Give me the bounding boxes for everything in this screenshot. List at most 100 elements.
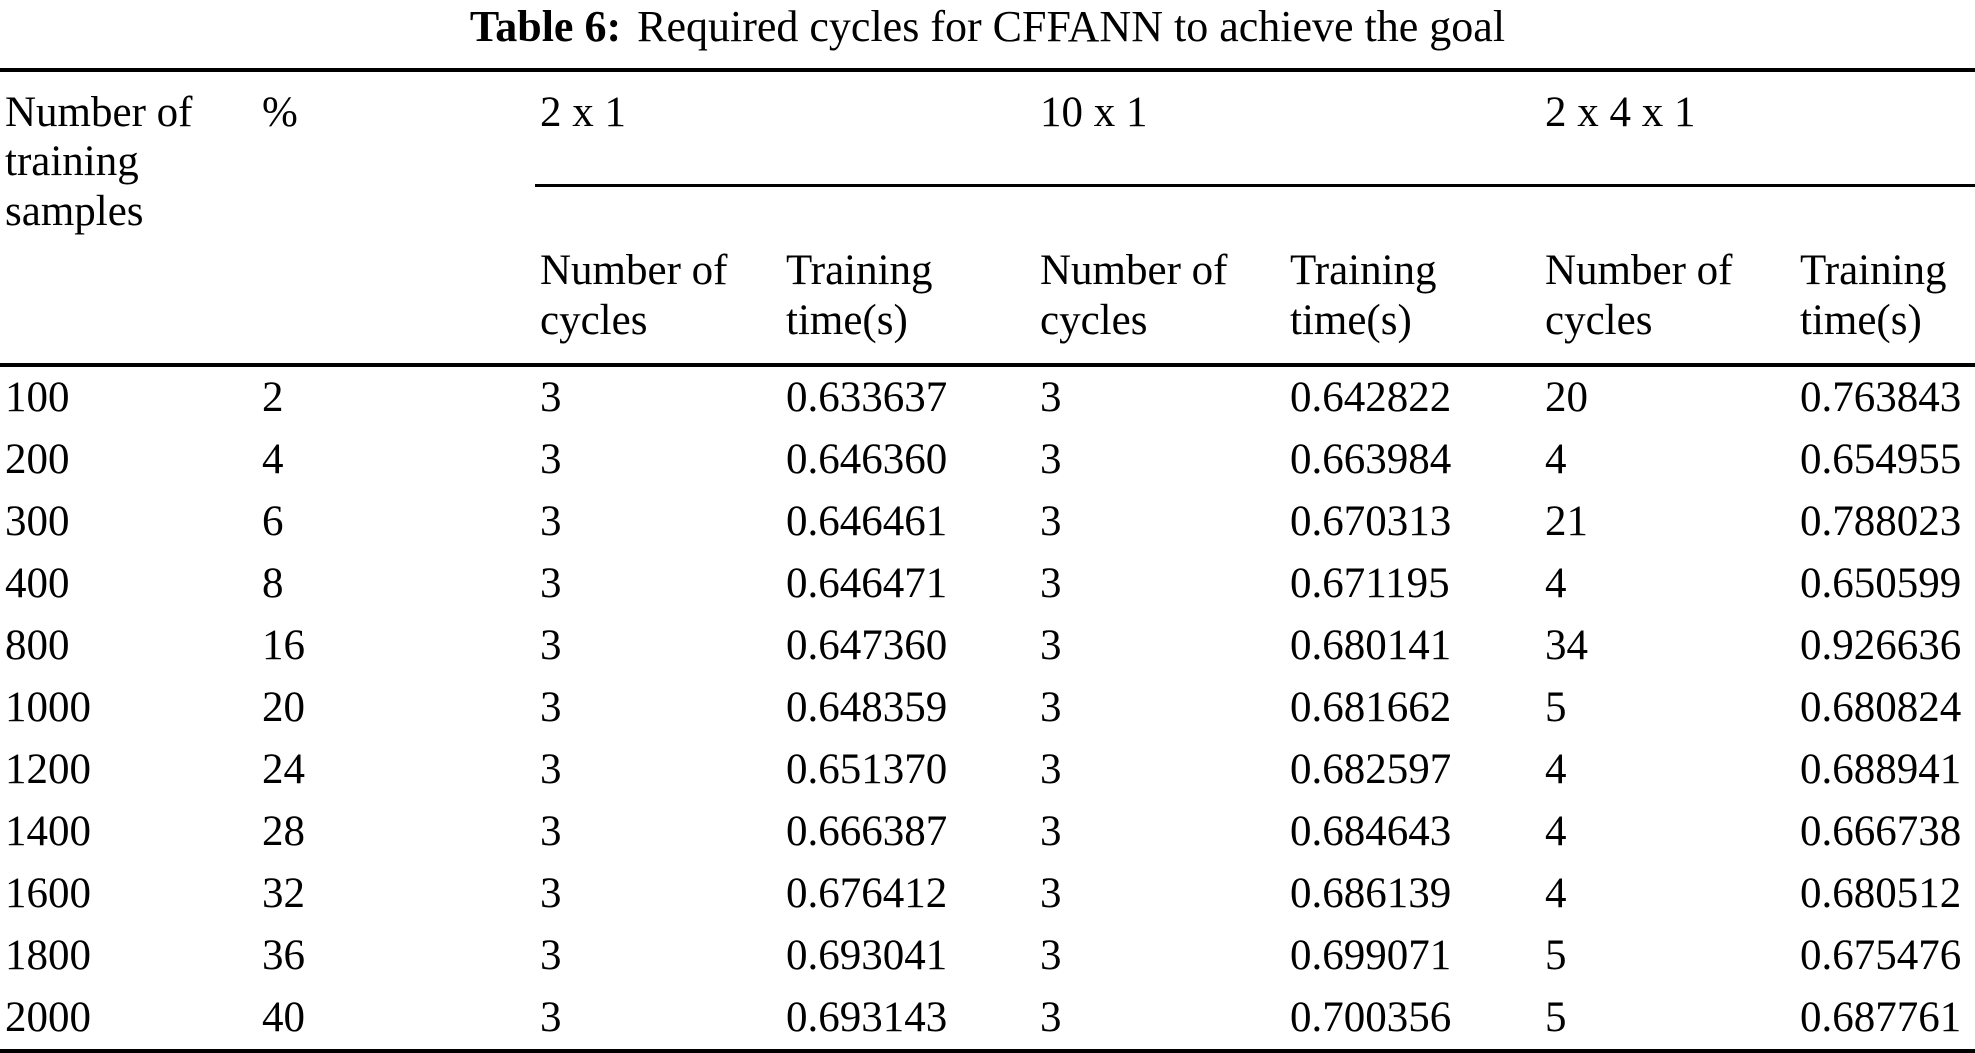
table-cell: 0.700356	[1285, 987, 1540, 1053]
table-cell: 0.654955	[1800, 436, 1962, 484]
table-cell: 0.642822	[1290, 374, 1452, 422]
table-header: Number of training samples % 2 x 1 10 x …	[0, 68, 1975, 367]
table-cell: 100	[5, 374, 70, 422]
table-row: 100 2 3 0.633637 3 0.642822 20 0.763843	[0, 365, 1975, 429]
table-cell: 3	[1040, 560, 1062, 608]
table-cell: 400	[5, 560, 70, 608]
table-cell: 0.646360	[786, 436, 948, 484]
subheader-time-10x1: Training time(s)	[1285, 185, 1540, 367]
table-cell: 200	[5, 436, 70, 484]
table-cell: 3	[1040, 746, 1062, 794]
subheader-cycles-2x1: Number of cycles	[535, 185, 781, 367]
table-cell: 0.648359	[786, 684, 948, 732]
table-cell: 0.646461	[786, 498, 948, 546]
subheader-cycles-2x4x1: Number of cycles	[1540, 185, 1795, 367]
table-cell: 1600	[5, 870, 91, 918]
table-cell: 0.693041	[786, 932, 948, 980]
group-header-10x1: 10 x 1	[1035, 68, 1540, 187]
table-cell: 1800	[5, 932, 91, 980]
table-cell: 4	[1545, 870, 1567, 918]
table-cell: 28	[262, 808, 305, 856]
table-cell: 0.666387	[786, 808, 948, 856]
table-cell: 34	[1545, 622, 1588, 670]
table-caption-label: Table 6:	[469, 2, 622, 51]
table-cell: 0.693143	[781, 987, 1035, 1053]
table-cell: 0.688941	[1800, 746, 1962, 794]
table-cell: 3	[540, 498, 562, 546]
table-cell: 0.680824	[1800, 684, 1962, 732]
table-cell: 3	[540, 808, 562, 856]
subheader-time-2x4x1: Training time(s)	[1795, 185, 1975, 367]
table-cell: 3	[1040, 684, 1062, 732]
table-row: 2000 40 3 0.693143 3 0.700356 5 0.687761	[0, 987, 1975, 1053]
table-cell: 36	[262, 932, 305, 980]
table-cell: 0.633637	[786, 374, 948, 422]
table-cell: 8	[262, 560, 284, 608]
table-cell: 4	[262, 436, 284, 484]
sub-header-row: Number of cycles Training time(s) Number…	[0, 185, 1975, 367]
table-cell: 0.684643	[1290, 808, 1452, 856]
table-cell: 0.671195	[1290, 560, 1450, 608]
table-cell: 3	[540, 436, 562, 484]
table-row: 400 8 3 0.646471 3 0.671195 4 0.650599	[0, 553, 1975, 615]
table-cell: 1200	[5, 746, 91, 794]
header-percent: %	[257, 68, 535, 367]
subheader-time-2x1: Training time(s)	[781, 185, 1035, 367]
table-cell: 4	[1545, 560, 1567, 608]
table-cell: 5	[1545, 932, 1567, 980]
table-cell: 5	[1545, 684, 1567, 732]
table-cell: 0.687761	[1795, 987, 1975, 1053]
table-row: 1400 28 3 0.666387 3 0.684643 4 0.666738	[0, 801, 1975, 863]
table-cell: 3	[1040, 932, 1062, 980]
table-cell: 3	[1040, 622, 1062, 670]
table-cell: 24	[262, 746, 305, 794]
table-cell: 1000	[5, 684, 91, 732]
table-row: 1200 24 3 0.651370 3 0.682597 4 0.688941	[0, 739, 1975, 801]
table-cell: 4	[1545, 746, 1567, 794]
table-cell: 3	[1040, 374, 1062, 422]
table-row: 800 16 3 0.647360 3 0.680141 34 0.926636	[0, 615, 1975, 677]
table-cell: 4	[1545, 436, 1567, 484]
table-cell: 3	[540, 746, 562, 794]
table-row: 200 4 3 0.646360 3 0.663984 4 0.654955	[0, 429, 1975, 491]
table-cell: 0.650599	[1800, 560, 1962, 608]
table-row: 1600 32 3 0.676412 3 0.686139 4 0.680512	[0, 863, 1975, 925]
table-cell: 3	[540, 622, 562, 670]
table-cell: 800	[5, 622, 70, 670]
table-row: 1000 20 3 0.648359 3 0.681662 5 0.680824	[0, 677, 1975, 739]
table-caption: Table 6: Required cycles for CFFANN to ac…	[0, 2, 1975, 53]
table-cell: 0.670313	[1290, 498, 1452, 546]
table-cell: 1400	[5, 808, 91, 856]
table-cell: 0.666738	[1800, 808, 1962, 856]
table-cell: 0.676412	[786, 870, 948, 918]
table-cell: 5	[1540, 987, 1795, 1053]
table-cell: 3	[535, 987, 781, 1053]
table-cell: 2000	[0, 987, 257, 1053]
group-header-2x4x1: 2 x 4 x 1	[1540, 68, 1975, 187]
table-cell: 3	[1040, 870, 1062, 918]
table-cell: 40	[257, 987, 535, 1053]
table-cell: 3	[540, 374, 562, 422]
table-cell: 0.680141	[1290, 622, 1452, 670]
table-cell: 20	[262, 684, 305, 732]
table-cell: 0.647360	[786, 622, 948, 670]
table-cell: 4	[1545, 808, 1567, 856]
table-cell: 0.788023	[1800, 498, 1962, 546]
table-cell: 16	[262, 622, 305, 670]
table-cell: 3	[1040, 436, 1062, 484]
table-cell: 3	[1040, 808, 1062, 856]
table-cell: 3	[540, 870, 562, 918]
table-cell: 0.663984	[1290, 436, 1452, 484]
table-cell: 3	[540, 560, 562, 608]
table-cell: 20	[1545, 374, 1588, 422]
table-row: 300 6 3 0.646461 3 0.670313 21 0.788023	[0, 491, 1975, 553]
table-body: 100 2 3 0.633637 3 0.642822 20 0.763843 200 4 3 0.6…	[0, 365, 1975, 1053]
table-cell: 0.675476	[1800, 932, 1962, 980]
table-cell: 0.651370	[786, 746, 948, 794]
table-cell: 6	[262, 498, 284, 546]
group-header-row: Number of training samples % 2 x 1 10 x …	[0, 68, 1975, 367]
table-cell: 0.686139	[1290, 870, 1452, 918]
table-row: 1800 36 3 0.693041 3 0.699071 5 0.675476	[0, 925, 1975, 987]
table-cell: 0.682597	[1290, 746, 1452, 794]
table-cell: 0.680512	[1800, 870, 1962, 918]
